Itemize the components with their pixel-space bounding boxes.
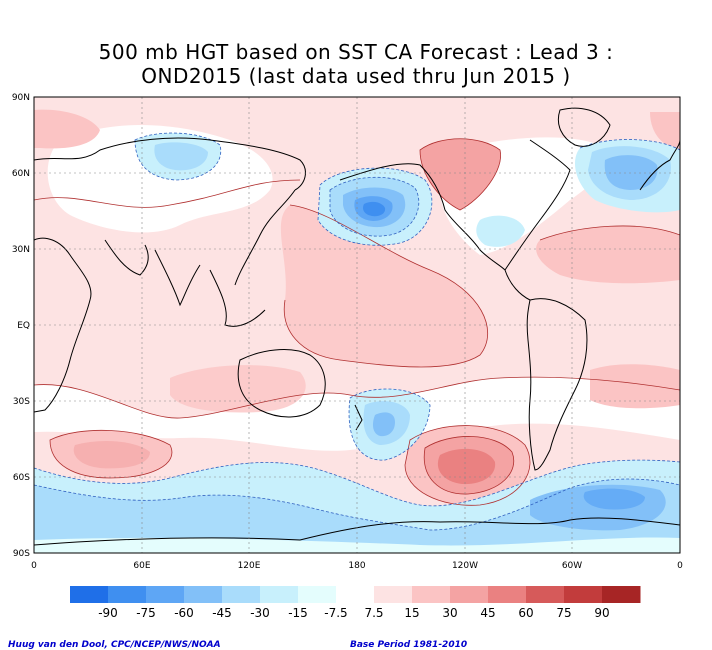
lon-labels: 0 60E 120E 180 120W 60W 0 <box>31 561 683 571</box>
positive-region-arctic-canada <box>420 138 501 210</box>
coastline-north-america-east <box>504 139 571 271</box>
coastline-europe-west <box>639 139 680 191</box>
colorbar-label: 75 <box>556 606 571 620</box>
coastline-india <box>154 249 201 307</box>
colorbar-swatch <box>222 586 261 603</box>
negative-region-siberia-core <box>154 142 208 171</box>
coastline-australia <box>237 349 326 418</box>
coastline-arabia <box>104 239 149 276</box>
colorbar-swatch <box>146 586 185 603</box>
colorbar-label: 7.5 <box>364 606 383 620</box>
colorbar-swatch <box>336 586 375 603</box>
colorbar-label: -15 <box>288 606 308 620</box>
colorbar-label: -60 <box>174 606 194 620</box>
positive-region-tropics <box>280 205 488 367</box>
positive-region-south-pacific-core <box>437 448 496 485</box>
colorbar-label: 45 <box>480 606 495 620</box>
colorbar-label: -45 <box>212 606 232 620</box>
colorbar-swatch <box>184 586 223 603</box>
colorbar-swatch <box>374 586 413 603</box>
positive-region-south-indian-core <box>73 440 150 469</box>
negative-region-north-pacific-core <box>362 201 386 217</box>
positive-region-europe-east <box>650 112 680 150</box>
negative-region-north-atlantic-3 <box>604 155 658 190</box>
coastline-eurasia-north <box>34 137 306 191</box>
lat-label-90s: 90S <box>13 549 30 559</box>
colorbar-label: 30 <box>442 606 457 620</box>
lon-label-120w: 120W <box>452 561 478 571</box>
lon-label-180: 180 <box>348 561 365 571</box>
lat-label-60s: 60S <box>13 473 30 483</box>
lon-label-0-east: 0 <box>677 561 683 571</box>
credit-text: Huug van den Dool, CPC/NCEP/NWS/NOAA <box>8 640 221 650</box>
colorbar-label: 90 <box>594 606 609 620</box>
colorbar-label: -75 <box>136 606 156 620</box>
colorbar-swatch <box>298 586 337 603</box>
colorbar-swatch <box>526 586 565 603</box>
lon-label-60e: 60E <box>133 561 150 571</box>
coastline-greenland <box>557 107 611 147</box>
negative-contours <box>34 132 680 531</box>
colorbar-swatch <box>260 586 299 603</box>
lat-label-eq: EQ <box>17 321 30 331</box>
colorbar-swatch <box>70 586 109 603</box>
negative-region-new-zealand-center <box>372 412 395 437</box>
coastline-central-america <box>504 269 531 301</box>
lon-label-0: 0 <box>31 561 37 571</box>
colorbar-swatch <box>108 586 147 603</box>
map-grid <box>34 97 680 553</box>
lat-label-30n: 30N <box>12 245 30 255</box>
colorbar-label: -30 <box>250 606 270 620</box>
colorbar-swatch <box>450 586 489 603</box>
colorbar-label: -90 <box>98 606 118 620</box>
coastlines <box>34 107 680 546</box>
negative-region-atlantic-30n <box>476 215 525 247</box>
colorbar-label: 60 <box>518 606 533 620</box>
colorbar-label: -7.5 <box>324 606 347 620</box>
lat-label-60n: 60N <box>12 169 30 179</box>
positive-contours <box>34 138 680 506</box>
lon-label-120e: 120E <box>238 561 261 571</box>
base-period-text: Base Period 1981-2010 <box>350 640 468 650</box>
negative-band-southern-ocean-2 <box>34 479 680 553</box>
colorbar-swatch <box>488 586 527 603</box>
chart-title-line1: 500 mb HGT based on SST CA Forecast : Le… <box>98 40 614 64</box>
lat-label-30s: 30S <box>13 397 30 407</box>
chart-title-line2: OND2015 (last data used thru Jun 2015 ) <box>141 64 571 88</box>
map-frame <box>33 96 681 554</box>
lat-labels: 90N 60N 30N EQ 30S 60S 90S <box>12 93 30 559</box>
negative-band-antarctica <box>34 537 680 553</box>
coastline-asia-east <box>234 189 296 286</box>
coastline-antarctica <box>34 517 680 546</box>
colorbar-swatch <box>564 586 603 603</box>
positive-region-south-atlantic <box>590 364 680 409</box>
colorbar: -90 -75 -60 -45 -30 -15 -7.5 7.5 15 30 45 60 75 90 <box>70 586 641 620</box>
positive-region-europe <box>34 109 100 149</box>
negative-band-southern-ocean-core <box>583 488 645 510</box>
positive-region-indian <box>170 365 306 413</box>
colorbar-label: 15 <box>404 606 419 620</box>
lon-label-60w: 60W <box>562 561 582 571</box>
coastline-north-america <box>339 163 506 271</box>
coastline-new-zealand <box>354 404 363 431</box>
coastline-south-america <box>526 298 588 471</box>
coastline-africa <box>34 237 92 413</box>
colorbar-swatch <box>412 586 451 603</box>
lat-label-90n: 90N <box>12 93 30 103</box>
colorbar-swatch <box>602 586 641 603</box>
